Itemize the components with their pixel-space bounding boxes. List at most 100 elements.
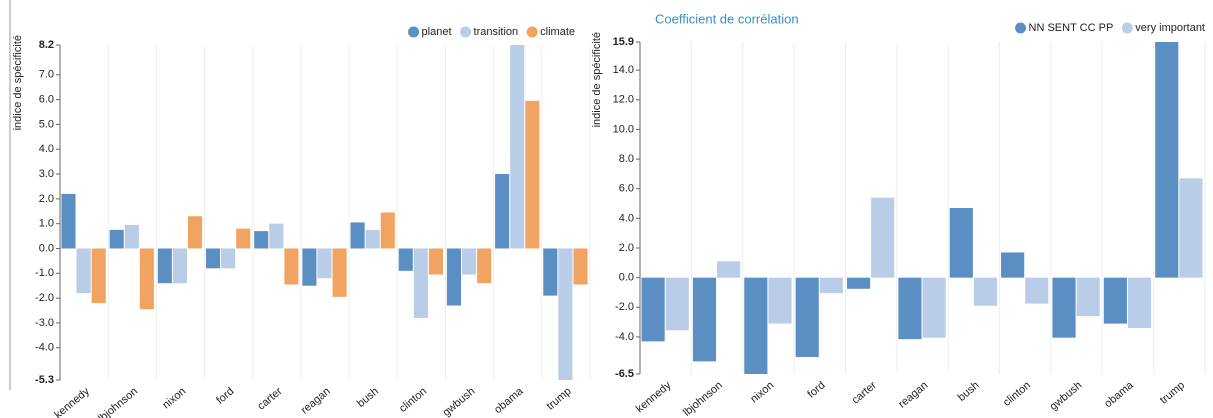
bar [1155, 42, 1179, 278]
bar [221, 248, 236, 269]
bar [350, 222, 365, 249]
x-tick-label: lbjohnson [96, 385, 140, 418]
bar [157, 248, 172, 284]
bar [317, 248, 332, 279]
y-tick-label: 6.0 [39, 93, 54, 105]
bar [236, 228, 251, 249]
bar [61, 193, 76, 249]
y-tick-label: 12.0 [613, 94, 634, 106]
bar [1001, 252, 1025, 278]
bar [284, 248, 299, 285]
bar [446, 248, 461, 306]
bar [819, 277, 843, 294]
y-tick-label: -2.0 [615, 301, 634, 313]
x-tick-label: trump [1158, 379, 1187, 406]
bar [795, 277, 819, 357]
bar [871, 197, 895, 278]
bar [641, 277, 665, 342]
x-tick-label: kennedy [634, 379, 674, 415]
x-tick-label: ford [805, 379, 827, 400]
bar [846, 277, 871, 289]
y-tick-label: 5.0 [39, 118, 54, 130]
bar [365, 229, 380, 249]
chart-title: Coefficient de corrélation [655, 11, 799, 26]
y-tick-label: -2.0 [35, 292, 54, 304]
legend-swatch [1015, 22, 1027, 34]
legend-label: planet [422, 26, 452, 38]
bar [254, 231, 269, 249]
legend-label: transition [474, 26, 519, 38]
legend-label: climate [540, 26, 575, 38]
bar [692, 277, 717, 362]
y-tick-label: -1.0 [35, 267, 54, 279]
bar [768, 277, 792, 324]
bar [76, 248, 91, 294]
x-tick-label: carter [850, 379, 880, 406]
x-tick-label: gwbush [1048, 379, 1085, 413]
legend-swatch [408, 26, 420, 38]
x-tick-label: trump [544, 385, 573, 412]
y-tick-label: -5.3 [35, 374, 54, 386]
x-tick-label: lbjohnson [681, 379, 725, 418]
x-tick-label: clinton [397, 385, 429, 415]
x-tick-label: nixon [160, 385, 188, 411]
bar [1025, 277, 1049, 304]
y-tick-label: 3.0 [39, 168, 54, 180]
y-tick-label: 7.0 [39, 69, 54, 81]
legend-label: very important [1135, 22, 1205, 34]
x-tick-label: obama [492, 385, 526, 416]
bar [428, 248, 444, 275]
x-tick-label: reagan [896, 379, 930, 410]
y-tick-label: 0.0 [39, 242, 54, 254]
bar [91, 248, 106, 304]
y-tick-label: 0.0 [619, 272, 634, 284]
y-tick-label: 14.0 [613, 64, 634, 76]
bar [188, 216, 203, 249]
x-tick-label: carter [255, 385, 285, 412]
bar [477, 248, 492, 284]
x-tick-label: ford [214, 385, 236, 406]
bar [744, 277, 768, 374]
bar [543, 248, 558, 296]
x-tick-label: obama [1102, 379, 1136, 410]
bar [302, 248, 317, 286]
bar [205, 248, 221, 269]
bar [665, 277, 689, 331]
bar [139, 248, 154, 310]
x-tick-label: clinton [1001, 379, 1033, 409]
bar [1076, 277, 1100, 317]
legend-swatch [526, 26, 538, 38]
y-tick-label: 10.0 [613, 123, 634, 135]
y-tick-label: 15.9 [613, 36, 634, 48]
y-tick-label: 6.0 [619, 183, 634, 195]
bar [510, 45, 525, 249]
x-tick-label: reagan [299, 385, 333, 416]
bar [573, 248, 588, 285]
bar [1103, 277, 1127, 324]
y-tick-label: -4.0 [615, 331, 634, 343]
y-tick-label: 2.0 [619, 242, 634, 254]
bar [413, 248, 428, 318]
legend-swatch [1121, 22, 1133, 34]
y-axis-label: indice de spécificité [591, 32, 603, 127]
bar [898, 277, 922, 340]
bar [922, 277, 946, 338]
bar [1052, 277, 1076, 338]
bar [380, 212, 395, 249]
x-tick-label: nixon [748, 379, 776, 405]
bar [109, 229, 124, 249]
bar [1127, 277, 1152, 329]
bar [558, 248, 573, 380]
x-tick-label: kennedy [52, 385, 92, 418]
x-tick-label: gwbush [441, 385, 478, 418]
x-tick-label: bush [956, 379, 982, 404]
y-tick-label: 1.0 [39, 218, 54, 230]
y-tick-label: -6.5 [615, 368, 634, 380]
y-tick-label: -4.0 [35, 342, 54, 354]
y-tick-label: -3.0 [35, 317, 54, 329]
y-axis-label: indice de spécificité [12, 35, 24, 130]
bar [398, 248, 413, 271]
x-tick-label: bush [355, 385, 381, 410]
bar [973, 277, 998, 306]
